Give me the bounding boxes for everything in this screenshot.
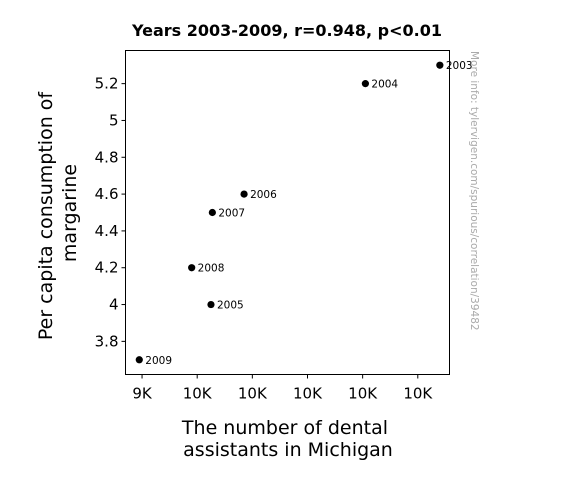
chart-title: Years 2003-2009, r=0.948, p<0.01 — [131, 21, 442, 40]
x-axis-label-line-1: The number of dental — [181, 417, 388, 439]
x-tick-label: 10K — [403, 385, 433, 403]
y-tick-label: 4.4 — [95, 222, 119, 240]
x-tick-label: 10K — [238, 385, 268, 403]
y-tick-label: 4.2 — [95, 259, 119, 277]
y-tick-label: 4 — [109, 296, 119, 314]
y-axis-label: Per capita consumption of margarine — [35, 86, 81, 340]
data-point-label: 2006 — [250, 189, 277, 201]
data-point — [135, 356, 143, 364]
x-axis: 9K 10K 10K 10K 10K 10K — [132, 374, 433, 403]
data-point — [436, 61, 444, 69]
data-point-label: 2007 — [218, 208, 245, 220]
data-point — [208, 208, 216, 217]
data-point-label: 2005 — [217, 300, 244, 312]
data-points: 2003 2004 2005 2006 2007 2008 2009 — [135, 60, 473, 367]
data-point-label: 2008 — [198, 263, 225, 275]
y-tick-label: 3.8 — [95, 332, 119, 350]
data-point — [361, 80, 369, 88]
x-tick-label: 10K — [348, 385, 378, 403]
data-point-label: 2004 — [371, 79, 398, 91]
plot-area — [125, 50, 450, 375]
y-tick-label: 4.8 — [95, 148, 119, 166]
x-tick-label: 9K — [132, 385, 153, 403]
y-tick-label: 4.6 — [95, 185, 119, 203]
data-point — [188, 264, 196, 272]
x-axis-label-line-2: assistants in Michigan — [183, 439, 393, 461]
x-tick-label: 10K — [183, 385, 213, 403]
data-point-label: 2009 — [145, 355, 172, 367]
y-axis: 3.8 4 4.2 4.4 4.6 4.8 5 5.2 — [95, 75, 126, 350]
data-point-label: 2003 — [446, 60, 473, 72]
y-tick-label: 5.2 — [95, 75, 119, 93]
y-axis-label-line-2: margarine — [59, 164, 81, 262]
x-axis-label: The number of dental assistants in Michi… — [181, 417, 394, 461]
source-watermark: More info: tylervigen.com/spurious/corre… — [468, 51, 480, 331]
data-point — [240, 190, 248, 198]
y-axis-label-line-1: Per capita consumption of — [35, 91, 57, 341]
data-point — [207, 300, 215, 309]
x-tick-label: 10K — [293, 385, 323, 403]
y-tick-label: 5 — [109, 111, 119, 129]
